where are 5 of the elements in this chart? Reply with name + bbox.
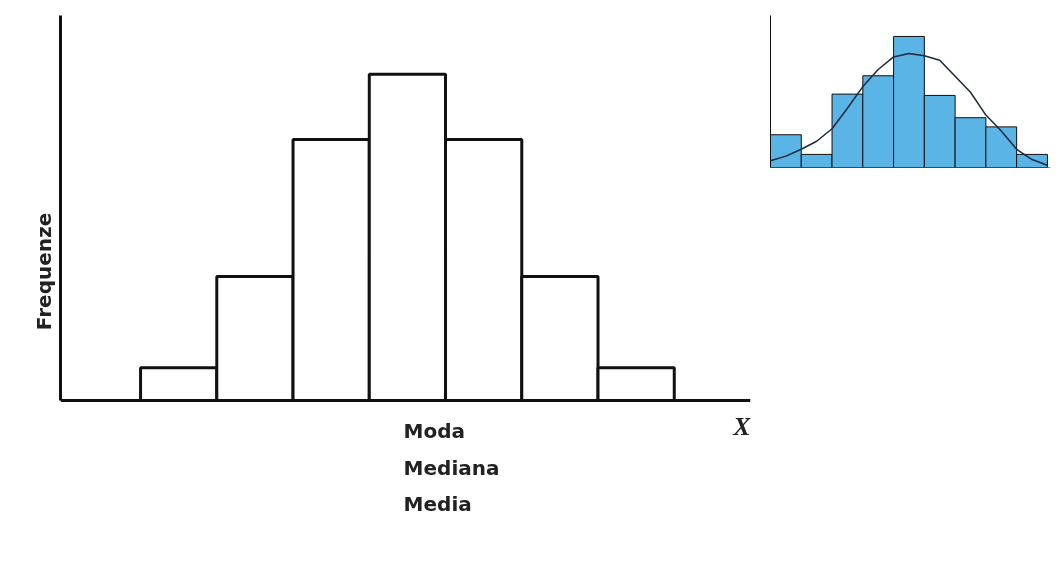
x-axis-title: X (732, 412, 752, 442)
y-axis-title: Frequenze (31, 212, 56, 331)
text: Moda (403, 419, 466, 444)
text: Mediana (403, 455, 500, 480)
text: Media (403, 492, 472, 517)
